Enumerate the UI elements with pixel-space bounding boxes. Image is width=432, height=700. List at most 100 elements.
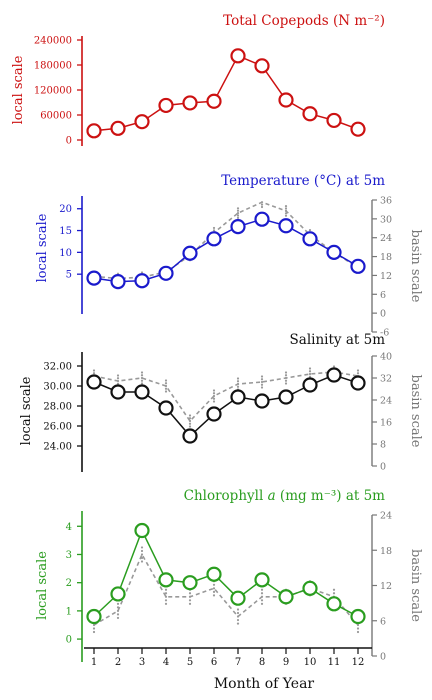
basin-obs-point <box>332 588 336 591</box>
local-series-copepods <box>86 48 366 139</box>
basin-obs-point <box>212 229 216 232</box>
right-tick-label: 24 <box>380 396 392 407</box>
basin-obs-point <box>188 599 192 602</box>
right-axis-salinity: 0 8 16 24 32 40 basin scale <box>371 352 423 473</box>
right-tick-label: 24 <box>380 511 392 522</box>
local-point <box>230 389 246 405</box>
basin-obs-point <box>92 369 96 372</box>
local-series-salinity <box>86 367 366 444</box>
basin-obs-point <box>308 372 312 376</box>
basin-obs-point <box>308 375 312 378</box>
local-point <box>110 120 126 136</box>
local-point <box>254 572 270 588</box>
panel-copepods: Total Copepods (N m⁻²) 0 60000 120000 180000… <box>11 13 385 147</box>
basin-obs-point <box>260 592 264 595</box>
basin-obs-point <box>332 592 336 595</box>
local-series-temperature <box>86 211 366 290</box>
basin-obs-point <box>188 425 192 428</box>
basin-obs-point <box>284 374 288 377</box>
local-point <box>350 608 366 625</box>
basin-obs-point <box>260 588 264 591</box>
right-axis-label: basin scale <box>408 549 423 622</box>
basin-obs-point <box>140 382 144 385</box>
basin-obs-point <box>260 378 264 381</box>
left-tick-label: 5 <box>66 270 72 281</box>
basin-mean-line <box>93 371 359 423</box>
local-point <box>350 375 366 391</box>
left-tick-label: 32.00 <box>43 362 72 373</box>
x-tick-label: 9 <box>283 657 289 668</box>
x-tick-label: 8 <box>259 657 265 668</box>
basin-obs-point <box>164 602 168 605</box>
basin-obs-point <box>236 608 240 611</box>
local-point <box>278 218 294 234</box>
x-axis: 1 2 3 4 5 6 7 8 9 10 11 12 <box>84 647 372 668</box>
basin-obs-point <box>284 371 288 374</box>
left-axis-label: local scale <box>11 55 26 124</box>
right-tick-label: 18 <box>380 546 392 557</box>
basin-obs-point <box>236 209 240 212</box>
x-tick-label: 1 <box>91 657 97 668</box>
left-axis-label: local scale <box>19 376 34 445</box>
local-point <box>134 114 150 130</box>
local-point <box>326 367 342 383</box>
basin-obs-point <box>260 599 264 602</box>
right-tick-label: 24 <box>380 233 392 244</box>
local-point <box>206 406 222 422</box>
left-tick-label: 28.00 <box>43 402 72 413</box>
left-axis-salinity: 24.00 26.00 28.00 30.00 32.00 local scale <box>19 352 83 472</box>
basin-obs-point <box>164 387 168 390</box>
basin-obs-point <box>140 371 144 374</box>
local-point <box>86 123 102 139</box>
left-tick-label: 30.00 <box>43 382 72 393</box>
right-tick-label: 0 <box>380 462 386 473</box>
right-tick-label: 6 <box>380 616 386 627</box>
local-series-chlorophyll <box>86 522 366 625</box>
x-tick-label: 7 <box>235 657 241 668</box>
basin-obs-point <box>356 630 360 634</box>
local-point <box>182 245 198 261</box>
local-point <box>350 121 366 137</box>
local-point <box>350 258 366 274</box>
basin-obs-point <box>236 377 240 380</box>
title-part: (mg m⁻³) at 5m <box>276 488 386 504</box>
x-tick-label: 2 <box>115 657 121 668</box>
basin-obs-point <box>236 211 240 215</box>
x-tick-label: 4 <box>163 657 169 668</box>
right-tick-label: 6 <box>380 290 386 301</box>
local-point <box>134 522 150 539</box>
left-tick-label: 60000 <box>40 111 72 122</box>
right-tick-label: 18 <box>380 252 392 263</box>
basin-obs-point <box>116 613 120 616</box>
basin-obs-point <box>260 602 264 605</box>
basin-obs-point <box>284 207 288 210</box>
local-line <box>93 218 359 283</box>
right-tick-label: 36 <box>380 196 392 207</box>
x-tick-label: 12 <box>352 657 365 668</box>
right-tick-label: 40 <box>380 352 392 363</box>
local-point <box>206 93 222 109</box>
basin-obs-point <box>236 214 240 217</box>
local-point <box>158 400 174 416</box>
x-tick-label: 6 <box>211 657 217 668</box>
local-point <box>278 92 294 108</box>
basin-obs-point <box>164 382 168 385</box>
title-part: Chlorophyll <box>184 488 268 504</box>
left-tick-label: 24.00 <box>43 442 72 453</box>
left-tick-label: 1 <box>66 606 72 617</box>
basin-obs-point <box>212 590 216 593</box>
left-tick-label: 4 <box>66 522 72 533</box>
local-point <box>110 586 126 602</box>
basin-series-temperature <box>92 201 360 285</box>
basin-obs-point <box>140 553 144 556</box>
left-tick-label: 180000 <box>34 61 72 72</box>
basin-obs-point <box>140 546 144 549</box>
right-axis-temperature: -6 0 6 12 18 24 30 36 basin scale <box>371 196 423 339</box>
basin-obs-point <box>116 616 120 620</box>
left-tick-label: 26.00 <box>43 422 72 433</box>
right-axis-label: basin scale <box>408 230 423 303</box>
basin-obs-point <box>92 372 96 375</box>
left-axis-label: local scale <box>35 213 50 282</box>
basin-obs-point <box>236 622 240 625</box>
local-point <box>302 106 318 122</box>
